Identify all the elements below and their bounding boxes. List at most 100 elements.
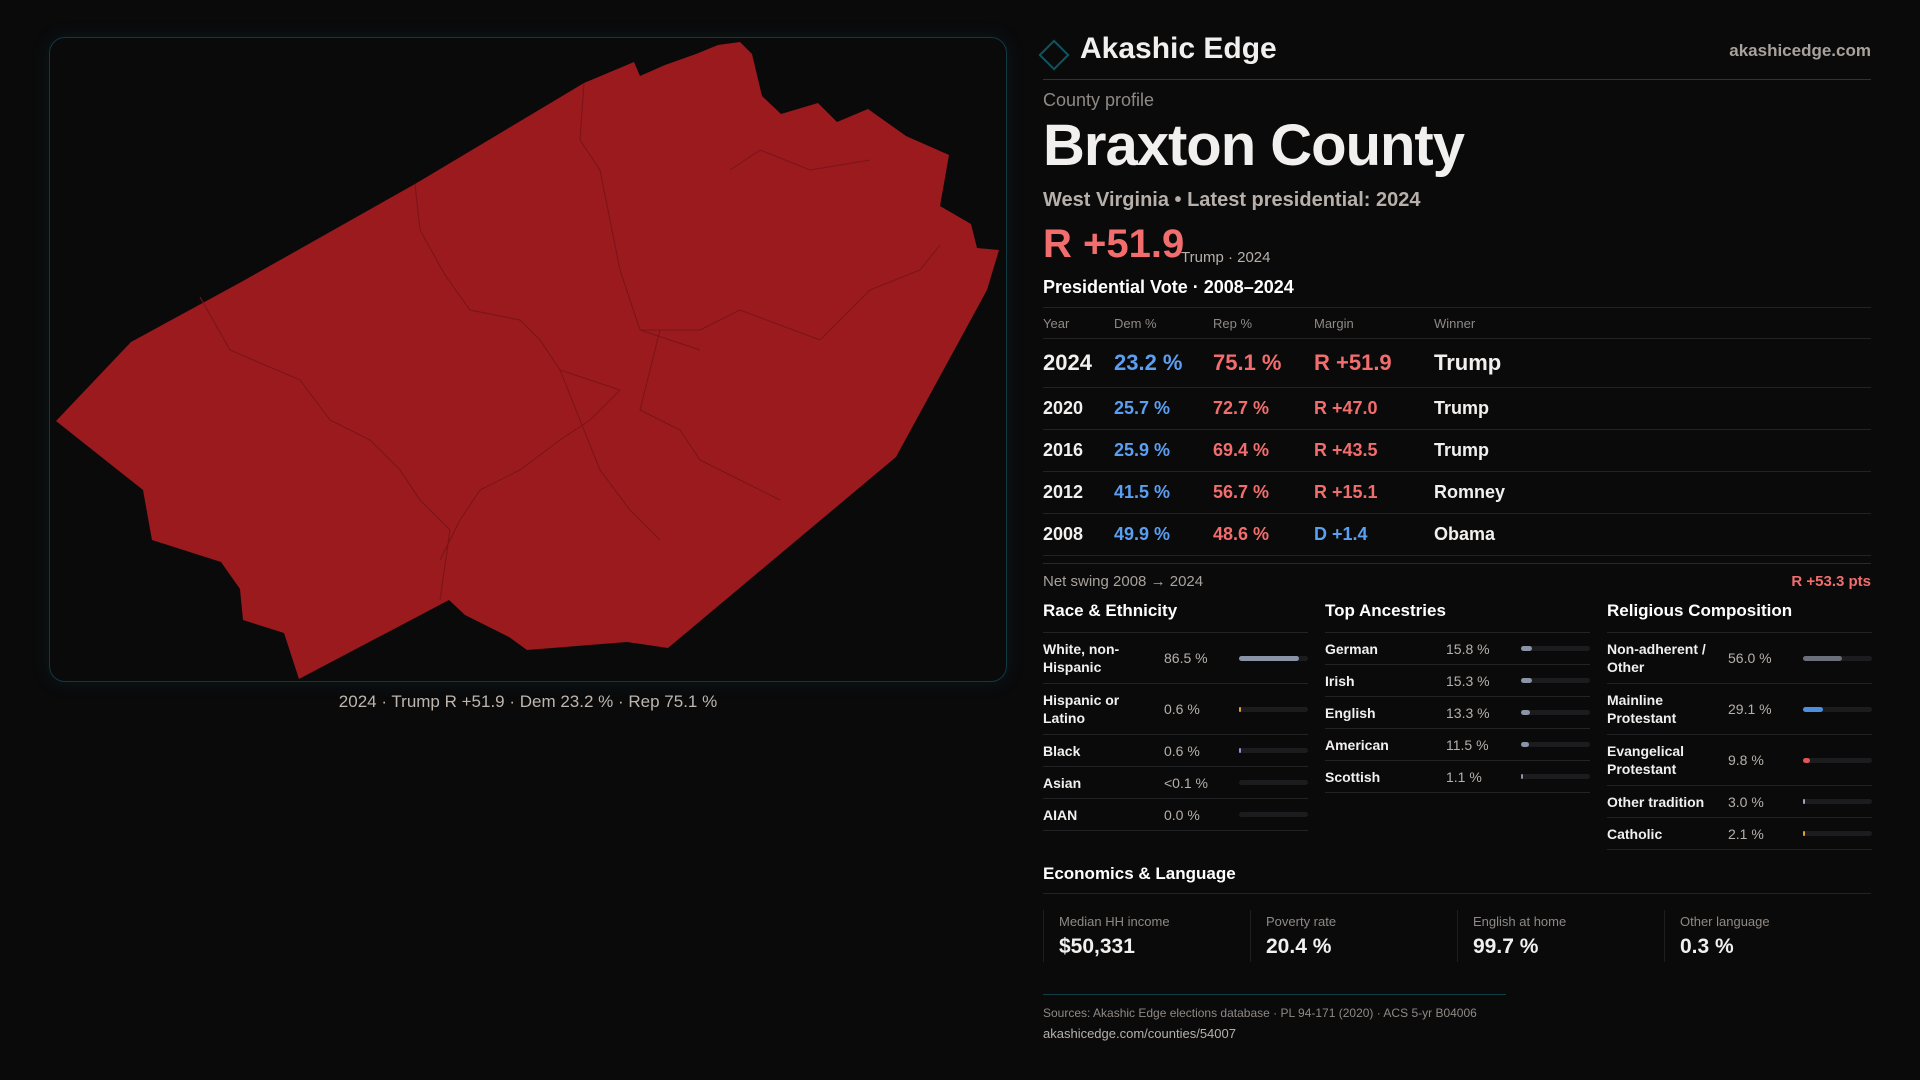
row-label: Irish xyxy=(1325,672,1355,689)
ancestry-section: Top Ancestries German 15.8 % Irish 15.3 % En… xyxy=(1325,601,1590,793)
row-label: White, non-Hispanic xyxy=(1043,641,1120,675)
row-value: 15.8 % xyxy=(1446,640,1490,657)
county-map-panel xyxy=(49,37,1007,682)
stat-card-poverty: Poverty rate 20.4 % xyxy=(1250,910,1457,962)
page-subtitle: West Virginia • Latest presidential: 202… xyxy=(1043,189,1421,211)
share-bar xyxy=(1521,646,1590,651)
share-bar xyxy=(1803,831,1872,836)
share-bar-fill xyxy=(1521,742,1529,747)
share-bar xyxy=(1521,678,1590,683)
page-kicker: County profile xyxy=(1043,90,1155,110)
share-bar xyxy=(1803,799,1872,804)
county-shape[interactable] xyxy=(56,42,999,679)
row-value: 0.6 % xyxy=(1164,701,1200,717)
row-margin: D +1.4 xyxy=(1314,524,1368,544)
row-value: 13.3 % xyxy=(1446,704,1490,721)
row-label: Catholic xyxy=(1607,825,1663,842)
row-label: American xyxy=(1325,736,1389,753)
share-bar-fill xyxy=(1521,774,1523,779)
stat-card-english: English at home 99.7 % xyxy=(1457,910,1664,962)
vote-row: 2024 23.2 % 75.1 % R +51.9 Trump xyxy=(1043,339,1871,388)
row-margin: R +51.9 xyxy=(1314,350,1392,375)
stat-card-income: Median HH income $50,331 xyxy=(1043,910,1250,962)
net-swing-label: Net swing 2008 → 2024 xyxy=(1043,573,1204,590)
row-year: 2012 xyxy=(1043,482,1084,502)
row-year: 2008 xyxy=(1043,524,1084,544)
row-label: Other tradition xyxy=(1607,793,1705,810)
row-label: Scottish xyxy=(1325,768,1381,785)
row-value: 0.6 % xyxy=(1164,742,1200,759)
row-year: 2024 xyxy=(1043,350,1092,375)
row-winner: Obama xyxy=(1434,524,1496,544)
vote-row: 2016 25.9 % 69.4 % R +43.5 Trump xyxy=(1043,430,1871,472)
share-bar-fill xyxy=(1521,710,1530,715)
race-title: Race & Ethnicity xyxy=(1043,601,1308,633)
row-rep: 69.4 % xyxy=(1213,440,1270,460)
stat-label: Other language xyxy=(1680,914,1770,929)
share-bar xyxy=(1803,757,1872,763)
religion-title: Religious Composition xyxy=(1607,601,1872,633)
row-value: <0.1 % xyxy=(1164,774,1208,791)
vote-row: 2020 25.7 % 72.7 % R +47.0 Trump xyxy=(1043,388,1871,430)
row-margin: R +15.1 xyxy=(1314,482,1378,502)
race-section: Race & Ethnicity White, non-Hispanic 86.5… xyxy=(1043,601,1308,831)
row-value: 29.1 % xyxy=(1728,701,1772,717)
share-bar xyxy=(1521,742,1590,747)
race-row: Hispanic or Latino 0.6 % xyxy=(1043,684,1308,735)
share-bar xyxy=(1521,710,1590,715)
county-url-link[interactable]: akashicedge.com/counties/54007 xyxy=(1043,1026,1236,1041)
row-label: AIAN xyxy=(1043,806,1078,823)
ancestry-title: Top Ancestries xyxy=(1325,601,1590,633)
share-bar-fill xyxy=(1803,831,1805,836)
vote-table: Year Dem % Rep % Margin Winner 2024 23.2 … xyxy=(1043,307,1871,556)
row-label: Mainline Protestant xyxy=(1607,692,1677,726)
brand-name[interactable]: Akashic Edge xyxy=(1080,32,1277,65)
header: Akashic Edge akashicedge.com xyxy=(1038,32,1871,80)
row-value: 86.5 % xyxy=(1164,650,1208,666)
row-margin: R +43.5 xyxy=(1314,440,1378,460)
table-header: Year Dem % Rep % Margin Winner xyxy=(1043,308,1871,339)
religion-row: Evangelical Protestant 9.8 % xyxy=(1607,735,1872,786)
row-rep: 56.7 % xyxy=(1213,482,1270,502)
stat-value: 99.7 % xyxy=(1473,935,1539,958)
economics-title: Economics & Language xyxy=(1043,864,1871,894)
col-dem: Dem % xyxy=(1114,315,1157,331)
col-margin: Margin xyxy=(1314,315,1354,331)
ancestry-row: Irish 15.3 % xyxy=(1325,665,1590,697)
share-bar xyxy=(1239,706,1308,712)
share-bar xyxy=(1803,706,1872,712)
site-link[interactable]: akashicedge.com xyxy=(1729,41,1871,60)
vote-section-title: Presidential Vote · 2008–2024 xyxy=(1043,277,1294,297)
religion-section: Religious Composition Non-adherent / Oth… xyxy=(1607,601,1872,850)
row-year: 2020 xyxy=(1043,398,1084,418)
row-dem: 41.5 % xyxy=(1114,482,1171,502)
share-bar-fill xyxy=(1521,646,1532,651)
col-year: Year xyxy=(1043,315,1070,331)
share-bar-fill xyxy=(1239,748,1241,753)
race-row: White, non-Hispanic 86.5 % xyxy=(1043,633,1308,684)
economics-section: Economics & Language Median HH income $50… xyxy=(1043,864,1871,962)
row-winner: Romney xyxy=(1434,482,1506,502)
row-value: 2.1 % xyxy=(1728,825,1764,842)
share-bar-fill xyxy=(1521,678,1532,683)
religion-row: Other tradition 3.0 % xyxy=(1607,786,1872,818)
row-margin: R +47.0 xyxy=(1314,398,1378,418)
row-label: Asian xyxy=(1043,774,1082,791)
share-bar-fill xyxy=(1239,655,1299,661)
religion-row: Catholic 2.1 % xyxy=(1607,818,1872,850)
stat-card-other-language: Other language 0.3 % xyxy=(1664,910,1871,962)
vote-row: 2008 49.9 % 48.6 % D +1.4 Obama xyxy=(1043,514,1871,556)
subdivision-boundaries xyxy=(199,82,941,601)
row-winner: Trump xyxy=(1434,350,1502,375)
share-bar-fill xyxy=(1803,799,1805,804)
ancestry-row: Scottish 1.1 % xyxy=(1325,761,1590,793)
share-bar xyxy=(1803,655,1872,661)
row-label: English xyxy=(1325,704,1376,721)
stat-value: 0.3 % xyxy=(1680,935,1734,958)
race-row: AIAN 0.0 % xyxy=(1043,799,1308,831)
share-bar-fill xyxy=(1803,655,1842,661)
religion-row: Mainline Protestant 29.1 % xyxy=(1607,684,1872,735)
stat-label: Median HH income xyxy=(1059,914,1170,929)
footer: Sources: Akashic Edge elections database… xyxy=(1043,994,1506,1041)
stat-value: 20.4 % xyxy=(1266,935,1332,958)
